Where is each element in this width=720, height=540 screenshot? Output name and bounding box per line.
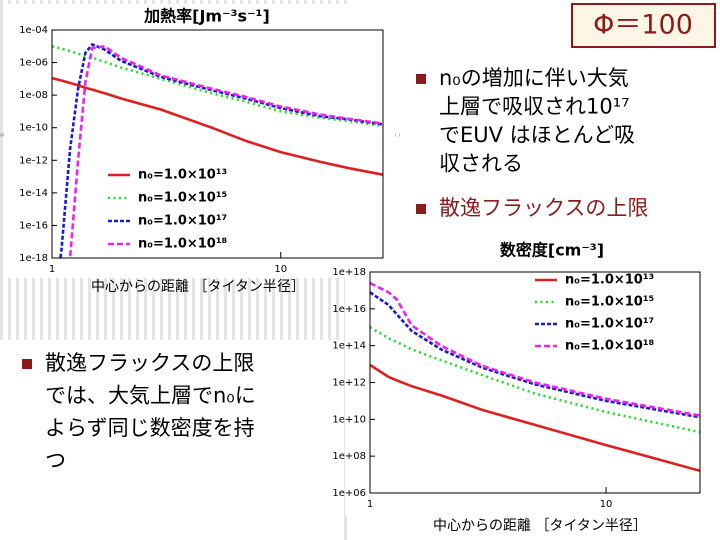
x-axis-label: 中心からの距離 ［タイタン半径］ [433,517,647,534]
series-line [52,76,383,176]
label-box [571,3,716,48]
series-line [59,42,383,258]
plot-frame [51,29,384,259]
legend-label: n₀=1.0×10¹⁷ [565,317,654,332]
text-backdrop [400,60,720,230]
chart-title: 加熱率[Jm⁻³s⁻¹] [143,7,270,26]
y-tick-label: 1e-16 [19,220,48,231]
bullet-text: でEUV はほとんど吸 [439,123,635,147]
bullet-marker [22,359,32,369]
series-line [370,281,700,417]
y-tick-label: 1e+10 [332,414,366,425]
bullet-marker [416,74,426,84]
series-line [370,291,700,419]
x-axis-label: 中心からの距離 ［タイタン半径］ [91,278,305,295]
y-tick-label: 1e-04 [19,25,48,36]
legend-label: n₀=1.0×10¹⁷ [138,214,227,229]
x-tick-label: 10 [274,264,287,275]
bullet-text: 上層で吸収され10¹⁷ [439,95,630,119]
text-backdrop [0,340,340,540]
series-line [370,326,700,434]
y-tick-label: 1e-12 [19,155,48,166]
x-tick-label: 1 [49,264,55,275]
legend-label: n₀=1.0×10¹⁸ [138,237,228,252]
bullet-text: 収される [439,152,523,176]
chart-title: 数密度[cm⁻³] [500,241,604,260]
bullet-text: では、大気上層でn₀に [45,384,256,408]
bullet-text: つ [45,449,66,473]
bullet-marker [416,204,426,214]
legend-label: n₀=1.0×10¹⁵ [138,191,227,206]
chart-panel [345,262,712,515]
y-tick-label: 1e+16 [332,304,366,315]
bullet-text: よらず同じ数密度を持 [45,416,255,440]
y-tick-label: 1e+14 [332,341,366,352]
y-tick-label: 1e+12 [332,378,366,389]
y-tick-label: 1e-18 [19,253,48,264]
y-tick-label: 1e+08 [332,451,366,462]
x-tick-label: 10 [600,499,613,510]
series-line [370,363,700,473]
y-tick-label: 1e-14 [19,188,48,199]
legend-label: n₀=1.0×10¹⁸ [565,339,655,354]
bullet-text: n₀の増加に伴い大気 [439,66,629,90]
y-tick-label: 1e+18 [332,267,366,278]
y-tick-label: 1e-08 [19,90,48,101]
legend-label: n₀=1.0×10¹⁵ [565,295,654,310]
y-tick-label: 1e+06 [332,488,366,499]
slide-label: Φ＝100 [593,10,693,41]
x-tick-label: 1 [367,499,373,510]
bullet-text: 散逸フラックスの上限 [45,351,254,375]
legend-label: n₀=1.0×10¹³ [565,273,654,288]
y-tick-label: 1e-10 [19,123,48,134]
series-line [52,45,383,128]
legend-label: n₀=1.0×10¹³ [138,168,227,183]
bullet-text: 散逸フラックスの上限 [439,196,648,220]
series-line [68,44,383,258]
plot-frame [369,271,701,494]
y-tick-label: 1e-06 [19,58,48,69]
